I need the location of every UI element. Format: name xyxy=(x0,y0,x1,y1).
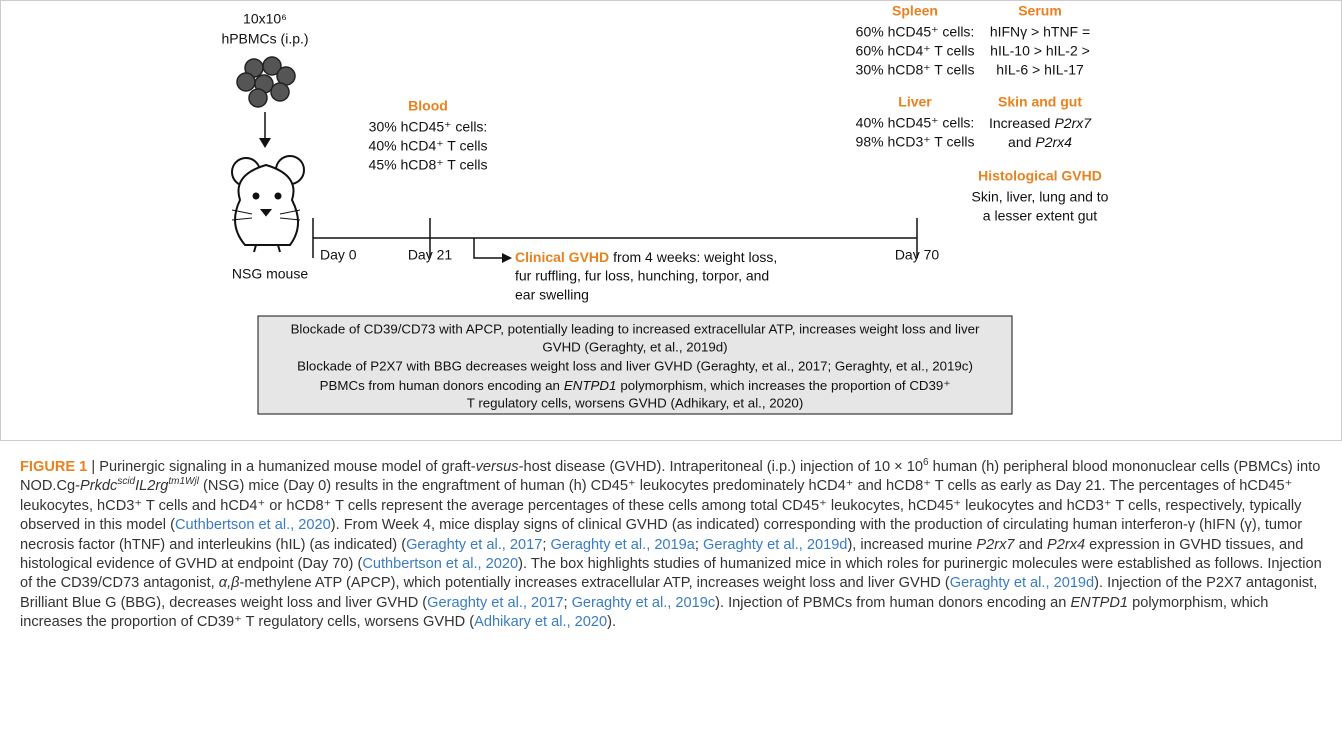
text: Increased xyxy=(989,115,1050,131)
text: and xyxy=(1008,134,1031,150)
figure: 10x10⁶ hPBMCs (i.p.) NSG mouse Day 0 Day… xyxy=(0,0,1342,450)
text: ; xyxy=(563,595,571,611)
box-line: Blockade of CD39/CD73 with APCP, potenti… xyxy=(291,322,980,337)
clinical-text: from 4 weeks: weight loss, xyxy=(613,249,777,265)
text: IL2rg xyxy=(135,478,168,494)
cells-label: hPBMCs (i.p.) xyxy=(221,31,308,47)
box-line: GVHD (Geraghty, et al., 2019d) xyxy=(542,340,727,355)
mouse-label: NSG mouse xyxy=(232,266,308,282)
page: 10x10⁶ hPBMCs (i.p.) NSG mouse Day 0 Day… xyxy=(0,0,1342,748)
group-line: 30% hCD45⁺ cells: xyxy=(369,119,488,135)
day-label: Day 70 xyxy=(895,247,940,263)
text: ), increased murine xyxy=(847,537,976,553)
text: ENTPD1 xyxy=(1070,595,1128,611)
group-line: 98% hCD3⁺ T cells xyxy=(856,134,975,150)
citation-link[interactable]: Geraghty et al., 2019c xyxy=(572,595,716,611)
citation-link[interactable]: Geraghty et al., 2019d xyxy=(703,537,847,553)
citation-link[interactable]: Adhikary et al., 2020 xyxy=(474,614,607,630)
gene: ENTPD1 xyxy=(564,378,616,393)
text: ). Injection of PBMCs from human donors … xyxy=(715,595,1070,611)
group-line: 60% hCD4⁺ T cells xyxy=(856,43,975,59)
text: α,β xyxy=(219,575,240,591)
cell-cluster xyxy=(237,57,295,107)
text: scid xyxy=(117,477,135,488)
group-line: 45% hCD8⁺ T cells xyxy=(369,157,488,173)
citation-link[interactable]: Geraghty et al., 2019d xyxy=(950,575,1094,591)
box-line: T regulatory cells, worsens GVHD (Adhika… xyxy=(467,396,804,411)
studies-box: Blockade of CD39/CD73 with APCP, potenti… xyxy=(258,316,1012,414)
group-line: 40% hCD45⁺ cells: xyxy=(856,115,975,131)
group-line: hIL-10 > hIL-2 > xyxy=(990,43,1090,59)
text: -methylene ATP (APCP), which potentially… xyxy=(239,575,949,591)
box-line: PBMCs from human donors encoding an ENTPD… xyxy=(320,378,951,393)
text: polymorphism, which increases the propor… xyxy=(620,378,950,393)
dose: 10x10⁶ xyxy=(243,11,287,27)
text: P2rx4 xyxy=(1047,537,1085,553)
text: and xyxy=(1015,537,1047,553)
text: PBMCs from human donors encoding an xyxy=(320,378,560,393)
group-line: hIFNγ > hTNF = xyxy=(990,24,1090,40)
day-label: Day 21 xyxy=(408,247,453,263)
group-line: a lesser extent gut xyxy=(983,208,1098,224)
group-line: hIL-6 > hIL-17 xyxy=(996,62,1084,78)
citation-link[interactable]: Geraghty et al., 2019a xyxy=(550,537,694,553)
citation-link[interactable]: Cuthbertson et al., 2020 xyxy=(175,517,331,533)
group-title: Serum xyxy=(1018,3,1062,19)
group-line: Skin, liver, lung and to xyxy=(972,189,1109,205)
group-title: Histological GVHD xyxy=(978,168,1102,184)
group-title: Blood xyxy=(408,98,448,114)
text: tm1Wjl xyxy=(168,477,199,488)
text: | Purinergic signaling in a humanized mo… xyxy=(87,459,475,475)
arrow-head xyxy=(502,253,512,263)
group-line: 40% hCD4⁺ T cells xyxy=(369,138,488,154)
text: -host disease (GVHD). Intraperitoneal (i… xyxy=(519,459,923,475)
group-title: Liver xyxy=(898,94,932,110)
text: P2rx7 xyxy=(976,537,1014,553)
mouse-icon xyxy=(232,156,304,252)
group-title: Spleen xyxy=(892,3,938,19)
text: Prkdc xyxy=(80,478,117,494)
arrow-head xyxy=(259,138,271,148)
text: ; xyxy=(695,537,703,553)
citation-link[interactable]: Geraghty et al., 2017 xyxy=(427,595,563,611)
text: versus xyxy=(476,459,519,475)
clinical-title: Clinical GVHD xyxy=(515,249,609,265)
gene: P2rx4 xyxy=(1035,134,1072,150)
day-label: Day 0 xyxy=(320,247,357,263)
clinical-arrow xyxy=(474,238,504,258)
caption: FIGURE 1 | Purinergic signaling in a hum… xyxy=(20,458,1325,633)
figure-label: FIGURE 1 xyxy=(20,459,87,475)
clinical-text: ear swelling xyxy=(515,287,589,303)
text: ). xyxy=(607,614,616,630)
site-groups: Blood 30% hCD45⁺ cells: 40% hCD4⁺ T cells 4… xyxy=(369,3,1109,224)
clinical-text: fur ruffling, fur loss, hunching, torpor… xyxy=(515,268,769,284)
citation-link[interactable]: Geraghty et al., 2017 xyxy=(406,537,542,553)
citation-link[interactable]: Cuthbertson et al., 2020 xyxy=(362,556,518,572)
group-line: 30% hCD8⁺ T cells xyxy=(856,62,975,78)
gene: P2rx7 xyxy=(1054,115,1092,131)
box-line: Blockade of P2X7 with BBG decreases weig… xyxy=(297,359,973,374)
group-title: Skin and gut xyxy=(998,94,1082,110)
group-line: 60% hCD45⁺ cells: xyxy=(856,24,975,40)
